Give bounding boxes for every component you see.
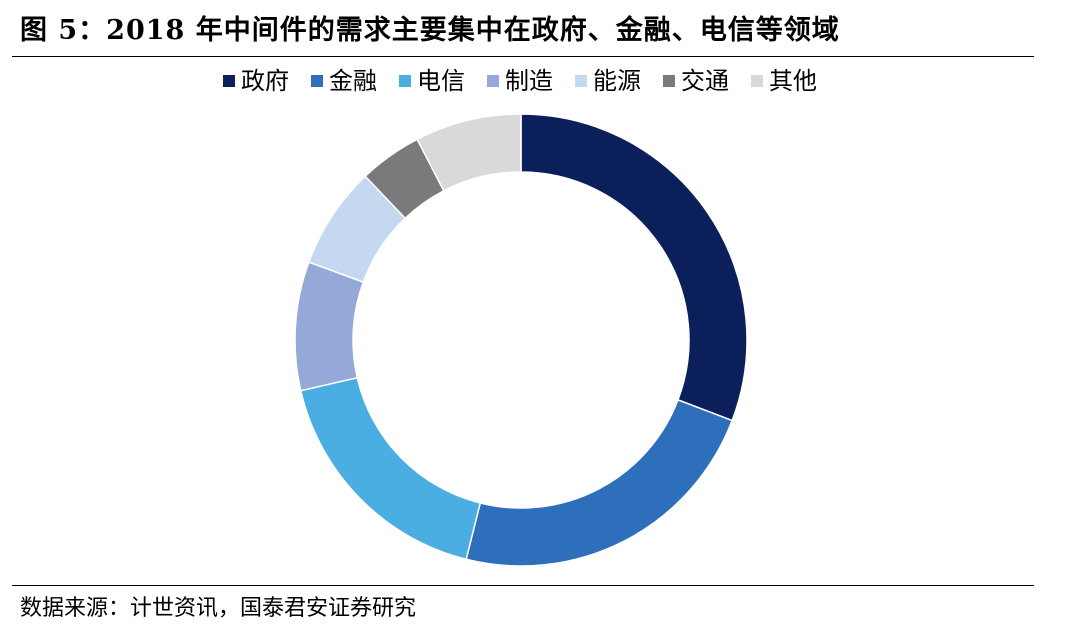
donut-chart: [294, 113, 748, 567]
source-divider: [12, 585, 1034, 586]
legend-label: 金融: [329, 67, 377, 95]
legend-label: 其他: [769, 67, 817, 95]
legend-swatch: [223, 75, 235, 87]
donut-slice-3: [299, 376, 482, 561]
legend-item: 电信: [399, 64, 465, 98]
legend-item: 金融: [311, 64, 377, 98]
legend-label: 电信: [417, 67, 465, 95]
legend-swatch: [663, 75, 675, 87]
legend-item: 政府: [223, 64, 289, 98]
legend-swatch: [311, 75, 323, 87]
legend-item: 交通: [663, 64, 729, 98]
legend-swatch: [575, 75, 587, 87]
donut-slice-4: [294, 261, 365, 392]
legend-swatch: [399, 75, 411, 87]
title-divider: [12, 56, 1034, 57]
legend-label: 能源: [593, 67, 641, 95]
figure-title: 图 5：2018 年中间件的需求主要集中在政府、金融、电信等领域: [20, 15, 840, 46]
source-note: 数据来源：计世资讯，国泰君安证券研究: [20, 596, 417, 621]
legend-label: 政府: [241, 67, 289, 95]
donut-slice-7: [416, 113, 522, 192]
legend-item: 制造: [487, 64, 553, 98]
chart-area: [0, 100, 1040, 580]
chart-legend: 政府 金融 电信 制造 能源 交通 其他: [0, 64, 1040, 98]
legend-item: 能源: [575, 64, 641, 98]
legend-label: 交通: [681, 67, 729, 95]
legend-item: 其他: [751, 64, 817, 98]
donut-slice-2: [465, 398, 734, 567]
legend-label: 制造: [505, 67, 553, 95]
donut-slice-1: [520, 113, 748, 422]
legend-swatch: [487, 75, 499, 87]
legend-swatch: [751, 75, 763, 87]
